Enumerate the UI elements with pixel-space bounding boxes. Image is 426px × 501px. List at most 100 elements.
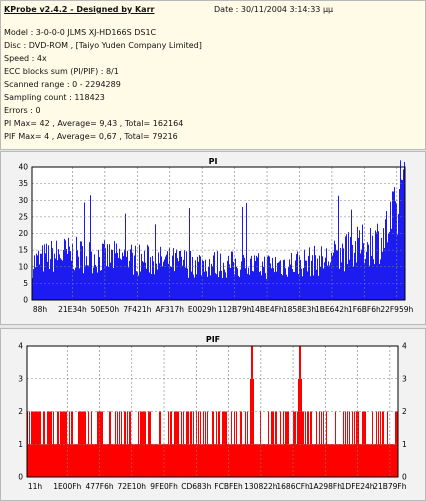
data-bar [285, 411, 286, 477]
data-bar [247, 273, 248, 300]
data-bar [363, 243, 364, 300]
data-bar [375, 230, 376, 300]
data-bar [209, 444, 210, 477]
data-bar [378, 231, 379, 300]
data-bar [139, 244, 140, 300]
data-bar [233, 444, 234, 477]
data-bar [87, 444, 88, 477]
data-bar [138, 275, 139, 300]
pif-chart-title: PIF [205, 335, 221, 344]
data-bar [101, 411, 102, 477]
data-bar [137, 444, 138, 477]
data-bar [217, 444, 218, 477]
data-bar [229, 444, 230, 477]
data-bar [240, 269, 241, 300]
data-bar [117, 411, 118, 477]
data-bar [127, 250, 128, 300]
data-bar [278, 444, 279, 477]
data-bar [303, 267, 304, 300]
y-tick-label-right: 1 [402, 440, 407, 449]
data-bar [384, 248, 385, 300]
data-bar [210, 444, 211, 477]
data-bar [263, 266, 264, 300]
data-bar [180, 444, 181, 477]
data-bar [315, 444, 316, 477]
data-bar [156, 444, 157, 477]
x-tick-label: 50E50h [91, 305, 120, 314]
data-bar [268, 255, 269, 300]
data-bar [140, 271, 141, 300]
data-bar [94, 254, 95, 300]
data-bar [300, 259, 301, 300]
data-bar [261, 444, 262, 477]
data-bar [313, 275, 314, 300]
data-bar [70, 444, 71, 477]
data-bar [95, 444, 96, 477]
data-bar [375, 444, 376, 477]
data-bar [395, 201, 396, 300]
data-bar [138, 411, 139, 477]
x-tick-label: 72E10h [117, 482, 146, 491]
data-bar [351, 444, 352, 477]
data-bar [403, 169, 404, 300]
data-bar [317, 258, 318, 300]
data-bar [258, 444, 259, 477]
data-bar [359, 230, 360, 300]
data-bar [284, 259, 285, 300]
data-bar [251, 255, 252, 300]
data-bar [289, 259, 290, 300]
data-bar [37, 255, 38, 300]
data-bar [353, 444, 354, 477]
data-bar [86, 444, 87, 477]
x-tick-label: 1DFE24h [341, 482, 375, 491]
data-bar [228, 255, 229, 300]
data-bar [135, 444, 136, 477]
pif-chart: 0 0 1 1 2 2 3 3 4 4 11h 1E00Fh 477F6h 72E10h 9FE0Fh CD6… [18, 342, 407, 492]
data-bar [74, 444, 75, 477]
data-bar [369, 444, 370, 477]
data-bar [55, 258, 56, 300]
x-tick-label: 1BE642h [315, 305, 349, 314]
data-bar [262, 444, 263, 477]
data-bar [283, 260, 284, 300]
data-bar [256, 444, 257, 477]
data-bar [329, 444, 330, 477]
data-bar [291, 444, 292, 477]
data-bar [227, 260, 228, 300]
data-bar [118, 444, 119, 477]
data-bar [294, 411, 295, 477]
data-bar [116, 444, 117, 477]
data-bar [161, 256, 162, 300]
data-bar [133, 444, 134, 477]
data-bar [96, 444, 97, 477]
data-bar [123, 256, 124, 300]
data-bar [324, 262, 325, 300]
data-bar [309, 247, 310, 300]
pi-chart: 0 5 10 15 20 25 30 35 40 88h 21E34h 50E50h 7F421h AF3… [18, 160, 413, 314]
data-bar [338, 195, 339, 300]
x-tick-label: FCBFEh [214, 482, 243, 491]
data-bar [340, 248, 341, 300]
data-bar [217, 251, 218, 300]
data-bar [339, 444, 340, 477]
data-bar [389, 444, 390, 477]
data-bar [230, 267, 231, 300]
data-bar [194, 277, 195, 300]
data-bar [358, 411, 359, 477]
data-bar [278, 262, 279, 300]
data-bar [154, 274, 155, 300]
data-bar [392, 444, 393, 477]
data-bar [176, 249, 177, 300]
data-bar [195, 260, 196, 300]
data-bar [329, 265, 330, 300]
data-bar [297, 251, 298, 300]
data-bar [41, 444, 42, 477]
data-bar [204, 271, 205, 300]
y-tick-label-right: 2 [402, 407, 407, 416]
data-bar [151, 274, 152, 300]
data-bar [373, 259, 374, 300]
data-bar [326, 411, 327, 477]
data-bar [226, 411, 227, 477]
data-bar [362, 224, 363, 300]
data-bar [235, 258, 236, 300]
